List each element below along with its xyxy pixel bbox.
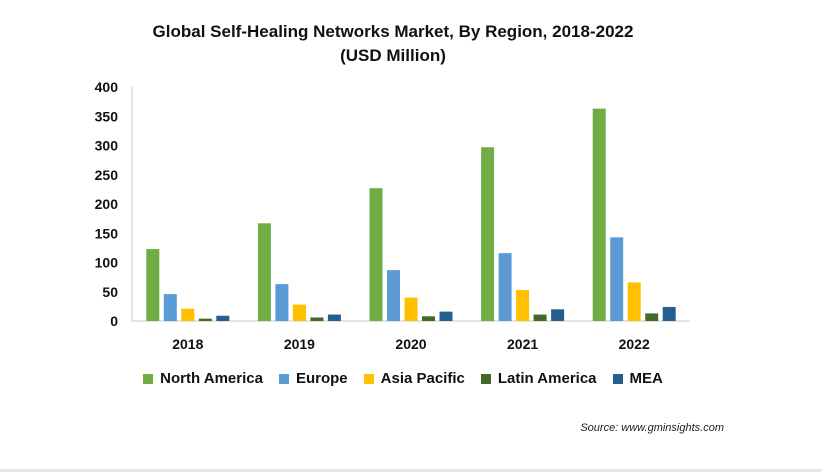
legend-swatch — [278, 373, 289, 384]
bar — [327, 314, 341, 321]
legend-item: MEA — [612, 370, 663, 387]
x-tick-label: 2018 — [172, 336, 203, 352]
x-tick-label: 2021 — [507, 336, 538, 352]
legend-item: North America — [143, 370, 263, 387]
chart-title: Global Self-Healing Networks Market, By … — [0, 20, 786, 68]
x-tick-label: 2019 — [284, 336, 315, 352]
legend-label: MEA — [629, 370, 663, 387]
y-tick-label: 400 — [95, 79, 119, 95]
bar — [146, 249, 160, 321]
bar — [369, 188, 383, 321]
y-tick-label: 350 — [95, 108, 119, 124]
bar — [275, 284, 289, 321]
bar — [533, 314, 547, 321]
bar — [645, 313, 659, 321]
x-tick-label: 2020 — [395, 336, 426, 352]
bar — [610, 237, 624, 321]
y-tick-label: 100 — [95, 255, 119, 271]
bar — [404, 297, 418, 321]
legend-label: Latin America — [497, 370, 597, 387]
bar — [422, 316, 435, 321]
bar — [627, 282, 641, 321]
bar — [292, 304, 306, 321]
legend-label: North America — [160, 370, 263, 387]
chart-subtitle: (USD Million) — [340, 46, 446, 65]
bottom-divider — [0, 469, 822, 472]
bar — [498, 253, 512, 321]
legend-item: Latin America — [480, 370, 597, 387]
y-tick-label: 250 — [95, 167, 119, 183]
legend-swatch — [363, 373, 374, 384]
bar — [551, 309, 565, 321]
legend-label: Europe — [295, 370, 348, 387]
y-tick-label: 50 — [102, 284, 118, 300]
legend-label: Asia Pacific — [380, 370, 465, 387]
chart-title-line: Global Self-Healing Networks Market, By … — [152, 22, 634, 41]
bar — [181, 308, 195, 321]
bar — [257, 223, 271, 321]
x-tick-label: 2022 — [619, 336, 650, 352]
bar — [198, 318, 212, 321]
y-tick-label: 300 — [95, 138, 119, 154]
chart-legend: North America Europe Asia Pacific Latin Ame… — [0, 370, 822, 387]
bar — [516, 289, 530, 321]
bar — [439, 311, 453, 321]
bar — [163, 294, 177, 321]
y-tick-label: 200 — [95, 196, 119, 212]
bar — [592, 108, 606, 322]
legend-swatch — [143, 373, 154, 384]
bar — [481, 147, 495, 321]
source-note: Source: www.gminsights.com — [580, 422, 724, 434]
y-tick-label: 0 — [110, 313, 118, 329]
legend-item: Asia Pacific — [363, 370, 465, 387]
bar — [662, 306, 676, 321]
y-tick-label: 150 — [95, 225, 119, 241]
legend-swatch — [612, 373, 623, 384]
bar — [387, 270, 400, 321]
bar — [310, 317, 324, 321]
legend-item: Europe — [278, 370, 348, 387]
bar — [216, 315, 230, 321]
legend-swatch — [480, 373, 491, 384]
